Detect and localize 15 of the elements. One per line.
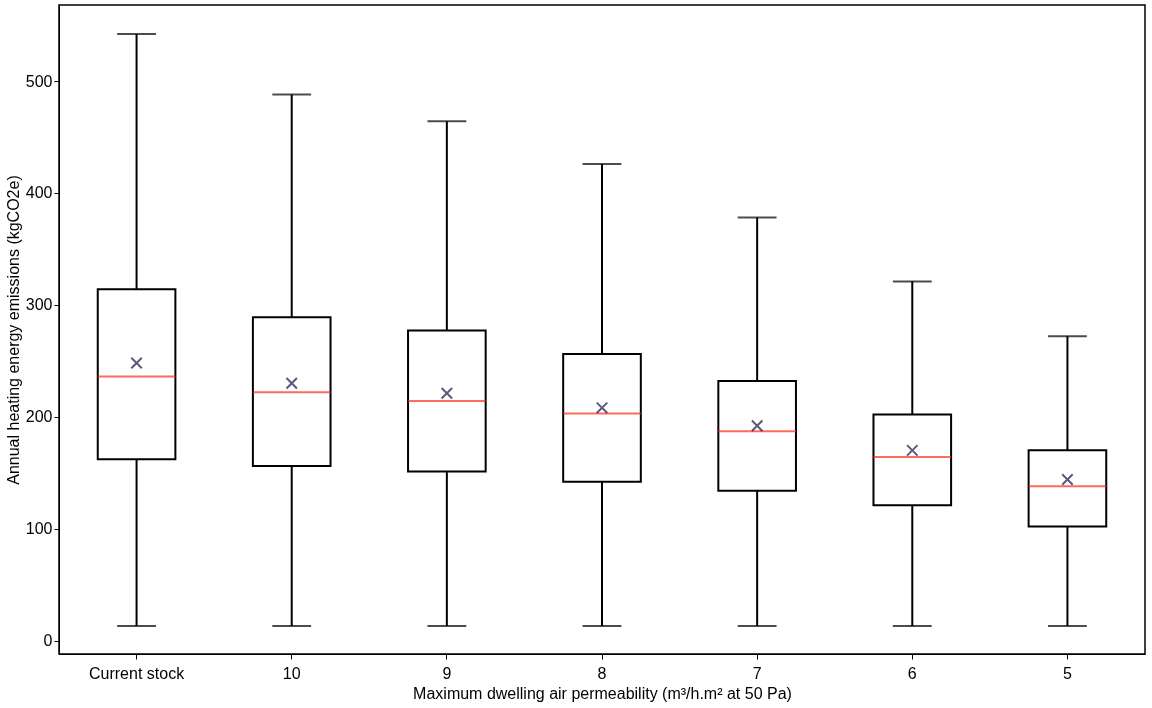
x-tick-label: 6 [907, 664, 917, 682]
y-tick-label: 300 [25, 296, 53, 314]
y-axis-title: Annual heating energy emissions (kgCO2e) [4, 175, 22, 485]
y-tick-label: 400 [25, 184, 53, 202]
x-axis-title: Maximum dwelling air permeability (m³/h.m² at 50 Pa) [413, 684, 792, 702]
x-tick-label: 10 [282, 664, 301, 682]
y-tick-label: 500 [25, 72, 53, 90]
x-tick-label: 7 [752, 664, 762, 682]
x-tick-label: 9 [442, 664, 452, 682]
x-tick-label: Current stock [89, 664, 186, 682]
x-tick-label: 8 [597, 664, 607, 682]
x-tick-label: 5 [1062, 664, 1072, 682]
y-tick-label: 100 [25, 520, 53, 538]
y-tick-label: 200 [25, 408, 53, 426]
y-tick-label: 0 [43, 632, 53, 650]
